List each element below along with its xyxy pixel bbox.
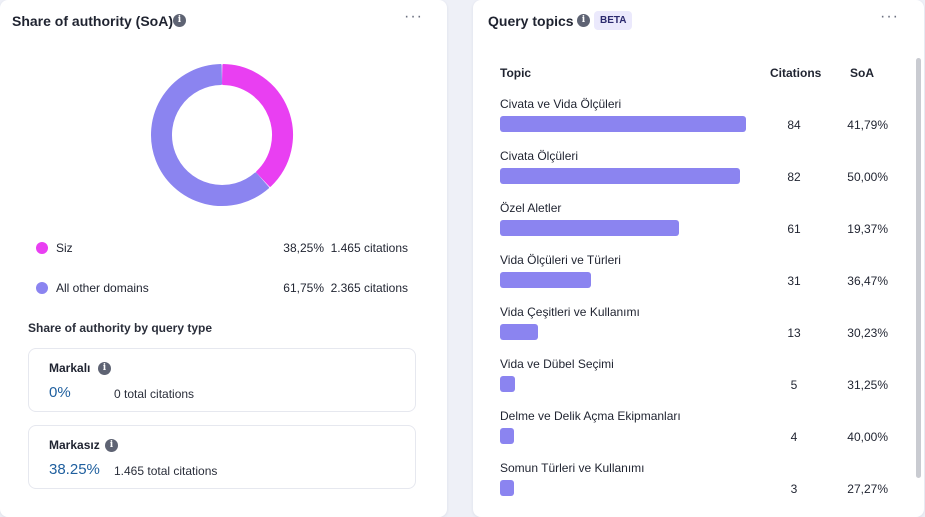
- query-type-percentage: 0%: [49, 384, 71, 401]
- query-type-total-citations: 0 total citations: [114, 387, 195, 401]
- topic-name: Vida ve Dübel Seçimi: [500, 357, 614, 371]
- citation-bar: [500, 324, 538, 340]
- column-header-citations[interactable]: Citations: [770, 66, 822, 80]
- query-type-name: Markalı: [49, 361, 91, 375]
- column-header-topic[interactable]: Topic: [500, 66, 532, 80]
- info-icon[interactable]: i: [577, 14, 590, 27]
- legend-item-other-domains: All other domains 61,75% 2.365 citations: [36, 280, 416, 296]
- topic-name: Somun Türleri ve Kullanımı: [500, 461, 645, 475]
- table-row[interactable]: Vida Çeşitleri ve Kullanımı 13 30,23%: [473, 305, 924, 357]
- more-options-icon[interactable]: ···: [880, 8, 899, 25]
- table-row[interactable]: Vida Ölçüleri ve Türleri 31 36,47%: [473, 253, 924, 305]
- table-row[interactable]: Özel Aletler 61 19,37%: [473, 201, 924, 253]
- soa-value: 31,25%: [847, 378, 888, 392]
- citation-bar: [500, 480, 514, 496]
- topic-name: Civata Ölçüleri: [500, 149, 579, 163]
- citations-value: 5: [790, 378, 798, 392]
- legend-percentage: 61,75%: [283, 281, 324, 295]
- scrollbar[interactable]: [916, 58, 921, 478]
- citations-value: 13: [787, 326, 801, 340]
- table-row[interactable]: Civata ve Vida Ölçüleri 84 41,79%: [473, 97, 924, 149]
- legend-dot-siz: [36, 242, 48, 254]
- soa-value: 30,23%: [847, 326, 888, 340]
- query-type-total-citations: 1.465 total citations: [114, 464, 218, 478]
- citation-bar: [500, 116, 746, 132]
- legend-label: Siz: [56, 241, 73, 255]
- share-of-authority-card: Share of authority (SoA) i ··· Siz 38,25…: [0, 0, 447, 517]
- topic-name: Özel Aletler: [500, 201, 562, 215]
- table-row[interactable]: Civata Ölçüleri 82 50,00%: [473, 149, 924, 201]
- citation-bar: [500, 220, 679, 236]
- soa-value: 19,37%: [847, 222, 888, 236]
- citations-value: 31: [787, 274, 801, 288]
- legend-dot-other: [36, 282, 48, 294]
- citations-value: 82: [787, 170, 801, 184]
- query-type-percentage: 38.25%: [49, 461, 100, 478]
- topic-name: Civata ve Vida Ölçüleri: [500, 97, 622, 111]
- query-type-unbranded: Markasız i 38.25% 1.465 total citations: [28, 425, 416, 489]
- soa-by-query-type-title: Share of authority by query type: [28, 321, 213, 335]
- table-row[interactable]: Delme ve Delik Açma Ekipmanları 4 40,00%: [473, 409, 924, 461]
- query-topics-title: Query topics: [488, 13, 574, 29]
- citations-value: 61: [787, 222, 801, 236]
- citations-value: 84: [787, 118, 801, 132]
- citation-bar: [500, 428, 514, 444]
- soa-value: 41,79%: [847, 118, 888, 132]
- topic-name: Delme ve Delik Açma Ekipmanları: [500, 409, 681, 423]
- soa-title: Share of authority (SoA): [12, 13, 174, 29]
- citation-bar: [500, 168, 740, 184]
- more-options-icon[interactable]: ···: [404, 8, 423, 25]
- citation-bar: [500, 272, 591, 288]
- info-icon[interactable]: i: [173, 14, 186, 27]
- citation-bar: [500, 376, 515, 392]
- legend-percentage: 38,25%: [283, 241, 324, 255]
- legend-item-siz: Siz 38,25% 1.465 citations: [36, 240, 416, 256]
- query-type-branded: Markalı i 0% 0 total citations: [28, 348, 416, 412]
- table-row[interactable]: Vida ve Dübel Seçimi 5 31,25%: [473, 357, 924, 409]
- legend-label: All other domains: [56, 281, 149, 295]
- soa-value: 50,00%: [847, 170, 888, 184]
- table-row[interactable]: Somun Türleri ve Kullanımı 3 27,27%: [473, 461, 924, 513]
- query-topics-card: Query topics i BETA ··· Topic Citations …: [473, 0, 924, 517]
- info-icon[interactable]: i: [98, 362, 111, 375]
- soa-value: 40,00%: [847, 430, 888, 444]
- soa-donut-chart: [151, 64, 293, 206]
- query-type-name: Markasız: [49, 438, 100, 452]
- citations-value: 4: [790, 430, 798, 444]
- info-icon[interactable]: i: [105, 439, 118, 452]
- topic-name: Vida Ölçüleri ve Türleri: [500, 253, 621, 267]
- donut-segment-siz[interactable]: [221, 64, 293, 187]
- soa-value: 36,47%: [847, 274, 888, 288]
- citations-value: 3: [790, 482, 798, 496]
- beta-badge: BETA: [594, 11, 633, 30]
- topic-name: Vida Çeşitleri ve Kullanımı: [500, 305, 640, 319]
- legend-citations: 1.465 citations: [330, 241, 408, 255]
- donut-segment-other-domains[interactable]: [151, 64, 270, 206]
- column-header-soa[interactable]: SoA: [850, 66, 874, 80]
- soa-value: 27,27%: [847, 482, 888, 496]
- legend-citations: 2.365 citations: [330, 281, 408, 295]
